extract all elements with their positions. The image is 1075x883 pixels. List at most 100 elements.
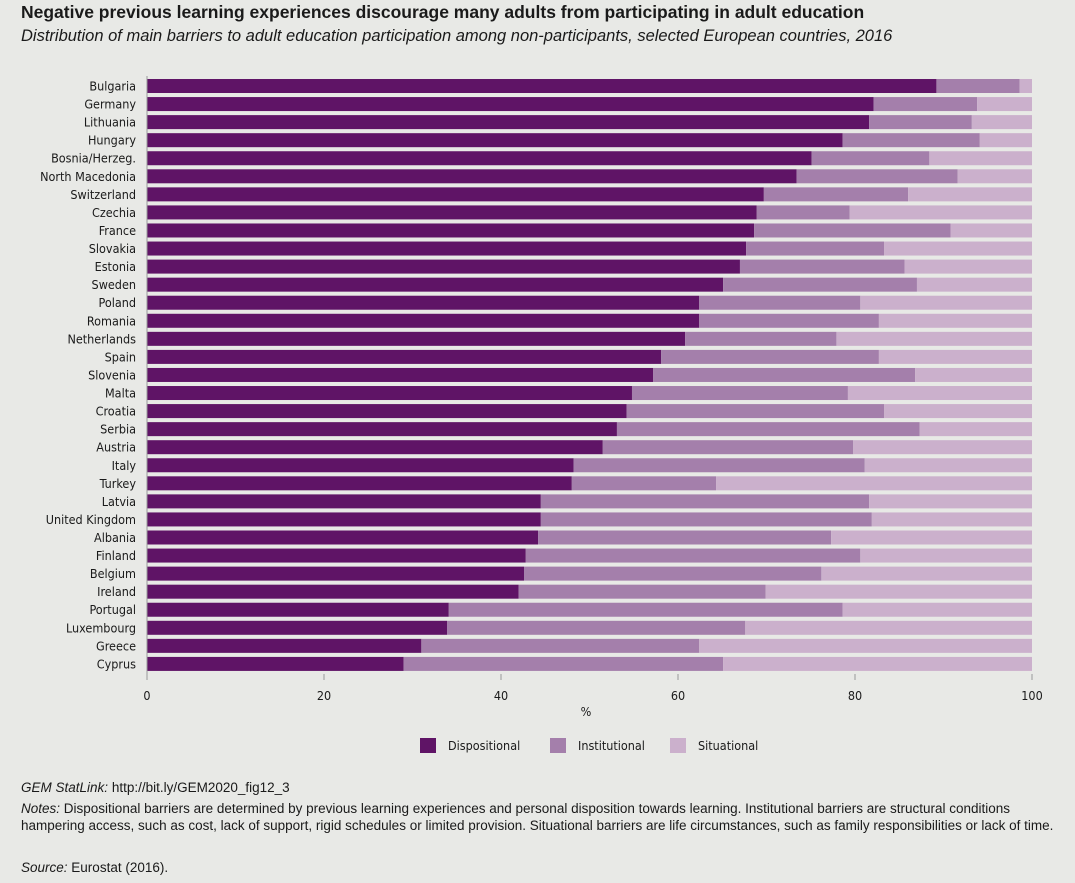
bar-institutional — [873, 97, 978, 112]
notes: Notes: Dispositional barriers are determ… — [21, 800, 1061, 834]
bar-situational — [878, 349, 1032, 364]
bar-institutional — [518, 584, 766, 599]
bar-situational — [716, 476, 1032, 491]
bar-dispositional — [147, 512, 541, 527]
bar-dispositional — [147, 313, 700, 328]
bar-dispositional — [147, 440, 603, 455]
category-label: Switzerland — [70, 187, 136, 202]
bar-institutional — [573, 458, 865, 473]
category-label: Germany — [84, 97, 136, 112]
bar-situational — [979, 133, 1032, 148]
bar-institutional — [811, 151, 930, 166]
bar-dispositional — [147, 548, 526, 563]
bar-dispositional — [147, 151, 812, 166]
source-label: Source: — [21, 860, 68, 875]
category-label: Austria — [96, 440, 136, 455]
category-label: Serbia — [100, 422, 136, 437]
bar-situational — [821, 566, 1032, 581]
bar-institutional — [739, 259, 905, 274]
category-label: Luxembourg — [66, 620, 136, 635]
bar-situational — [849, 205, 1032, 220]
bar-situational — [971, 115, 1032, 130]
bar-dispositional — [147, 602, 449, 617]
category-label: North Macedonia — [40, 169, 136, 184]
x-tick-label: 80 — [848, 688, 862, 703]
bar-institutional — [540, 494, 870, 509]
x-axis-label: % — [581, 704, 592, 719]
bar-situational — [916, 277, 1032, 292]
bar-dispositional — [147, 584, 519, 599]
bar-situational — [1019, 79, 1032, 93]
legend-label-dispositional: Dispositional — [448, 738, 520, 753]
category-label: Czechia — [92, 205, 136, 220]
category-label: Cyprus — [97, 656, 136, 671]
bar-dispositional — [147, 97, 874, 112]
bar-situational — [977, 97, 1032, 112]
bar-situational — [869, 494, 1032, 509]
bar-institutional — [602, 440, 854, 455]
bar-dispositional — [147, 620, 448, 635]
category-label: France — [99, 223, 136, 238]
bar-institutional — [763, 187, 909, 202]
bar-dispositional — [147, 386, 632, 401]
bar-dispositional — [147, 367, 654, 382]
bar-institutional — [616, 422, 920, 437]
bar-dispositional — [147, 566, 525, 581]
bar-dispositional — [147, 259, 740, 274]
category-label: United Kingdom — [46, 512, 136, 527]
category-label: Hungary — [88, 133, 136, 148]
bar-situational — [860, 295, 1032, 310]
category-label: Greece — [96, 638, 136, 653]
x-tick-label: 60 — [671, 688, 685, 703]
bar-institutional — [869, 115, 972, 130]
bar-situational — [957, 169, 1032, 184]
category-label: Turkey — [99, 476, 137, 491]
bar-situational — [871, 512, 1032, 527]
category-label: Ireland — [97, 584, 136, 599]
bar-institutional — [631, 386, 848, 401]
bar-dispositional — [147, 115, 870, 130]
statlink-url[interactable]: http://bit.ly/GEM2020_fig12_3 — [111, 780, 290, 795]
legend-swatch-situational — [670, 738, 686, 753]
bar-situational — [919, 422, 1032, 437]
bar-dispositional — [147, 277, 724, 292]
source-text: Eurostat (2016). — [71, 860, 169, 875]
category-label: Bosnia/Herzeg. — [51, 151, 136, 166]
statlink-label: GEM StatLink: — [21, 780, 109, 795]
bar-institutional — [754, 223, 951, 238]
bar-institutional — [524, 566, 822, 581]
notes-text: Dispositional barriers are determined by… — [21, 801, 1054, 833]
x-tick-label: 20 — [317, 688, 331, 703]
category-label: Netherlands — [67, 331, 136, 346]
bar-dispositional — [147, 422, 617, 437]
category-label: Latvia — [102, 494, 136, 509]
bar-situational — [904, 259, 1032, 274]
bar-situational — [915, 367, 1032, 382]
bar-dispositional — [147, 404, 627, 419]
bar-dispositional — [147, 656, 404, 671]
bar-institutional — [448, 602, 843, 617]
bar-institutional — [447, 620, 746, 635]
legend-swatch-dispositional — [420, 738, 436, 753]
bar-situational — [745, 620, 1032, 635]
category-label: Bulgaria — [89, 79, 136, 94]
bar-institutional — [571, 476, 717, 491]
bar-institutional — [525, 548, 861, 563]
bar-dispositional — [147, 494, 541, 509]
category-label: Sweden — [92, 277, 136, 292]
bar-situational — [723, 656, 1032, 671]
bar-institutional — [842, 133, 980, 148]
stacked-bar-chart: Bulgaria Germany Lithuania Hungary Bosnia/He… — [40, 76, 1043, 753]
bar-institutional — [421, 638, 700, 653]
bar-situational — [699, 638, 1032, 653]
bar-institutional — [723, 277, 917, 292]
x-tick-label: 0 — [143, 688, 150, 703]
bar-institutional — [746, 241, 885, 256]
bar-situational — [765, 584, 1032, 599]
bar-institutional — [756, 205, 850, 220]
category-label: Slovenia — [88, 367, 136, 382]
bar-institutional — [653, 367, 916, 382]
bar-institutional — [936, 79, 1020, 93]
bar-dispositional — [147, 241, 747, 256]
bar-institutional — [540, 512, 872, 527]
